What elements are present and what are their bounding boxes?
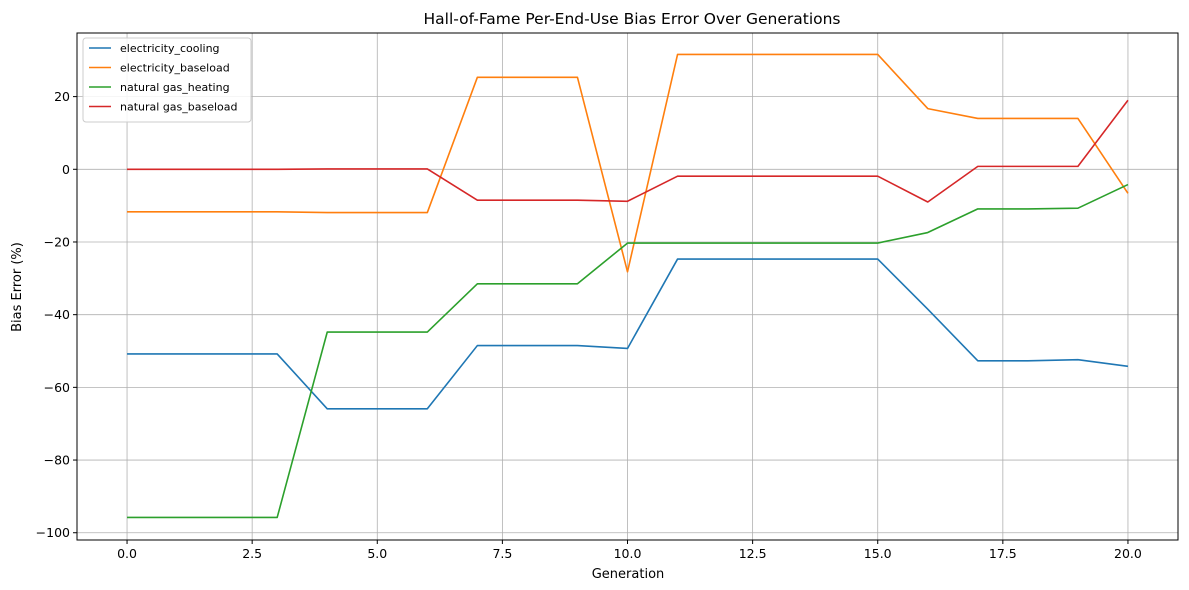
x-tick-label: 17.5	[989, 546, 1017, 561]
x-tick-label: 7.5	[492, 546, 512, 561]
y-tick-label: −100	[36, 525, 70, 540]
series-electricity-baseload	[127, 53, 1129, 273]
x-tick-label: 20.0	[1114, 546, 1142, 561]
series-line	[127, 53, 1129, 273]
series-line	[127, 258, 1129, 410]
y-tick-label: −60	[44, 380, 70, 395]
y-tick-label: −20	[44, 234, 70, 249]
x-axis-label: Generation	[592, 567, 665, 582]
x-tick-label: 10.0	[614, 546, 642, 561]
legend: electricity_cooling electricity_baseloadn…	[82, 37, 252, 123]
x-tick-label: 5.0	[367, 546, 387, 561]
y-axis-ticks: −100 −80 −60 −40 −20 0 20	[36, 89, 77, 540]
chart-title: Hall-of-Fame Per-End-Use Bias Error Over…	[423, 10, 840, 28]
series-electricity-cooling	[127, 258, 1129, 410]
series-natural-gas-baseload	[127, 99, 1129, 203]
series-line	[127, 183, 1129, 519]
y-tick-label: 0	[62, 162, 70, 177]
legend-item: natural gas_heating	[89, 81, 230, 94]
y-axis-label: Bias Error (%)	[10, 242, 25, 332]
legend-item: natural gas_baseload	[89, 101, 238, 114]
x-tick-label: 2.5	[242, 546, 262, 561]
legend-label: electricity_baseload	[120, 62, 230, 75]
x-tick-label: 12.5	[739, 546, 767, 561]
y-tick-label: −80	[44, 453, 70, 468]
legend-item: electricity_cooling	[89, 42, 220, 55]
x-axis-ticks: 0.0 2.5 5.0 7.5 10.0 12.5 15.0 17.5 20.0	[117, 540, 1142, 561]
x-tick-label: 0.0	[117, 546, 137, 561]
y-tick-label: −40	[44, 307, 70, 322]
series-line	[127, 99, 1129, 203]
x-tick-label: 15.0	[864, 546, 892, 561]
legend-label: electricity_cooling	[120, 42, 220, 55]
y-tick-label: 20	[54, 89, 70, 104]
legend-label: natural gas_heating	[120, 81, 230, 94]
legend-item: electricity_baseload	[89, 62, 230, 75]
series-lines	[127, 53, 1129, 519]
grid	[77, 33, 1178, 540]
series-natural-gas-heating	[127, 183, 1129, 519]
legend-box	[82, 37, 252, 123]
legend-label: natural gas_baseload	[120, 101, 238, 114]
